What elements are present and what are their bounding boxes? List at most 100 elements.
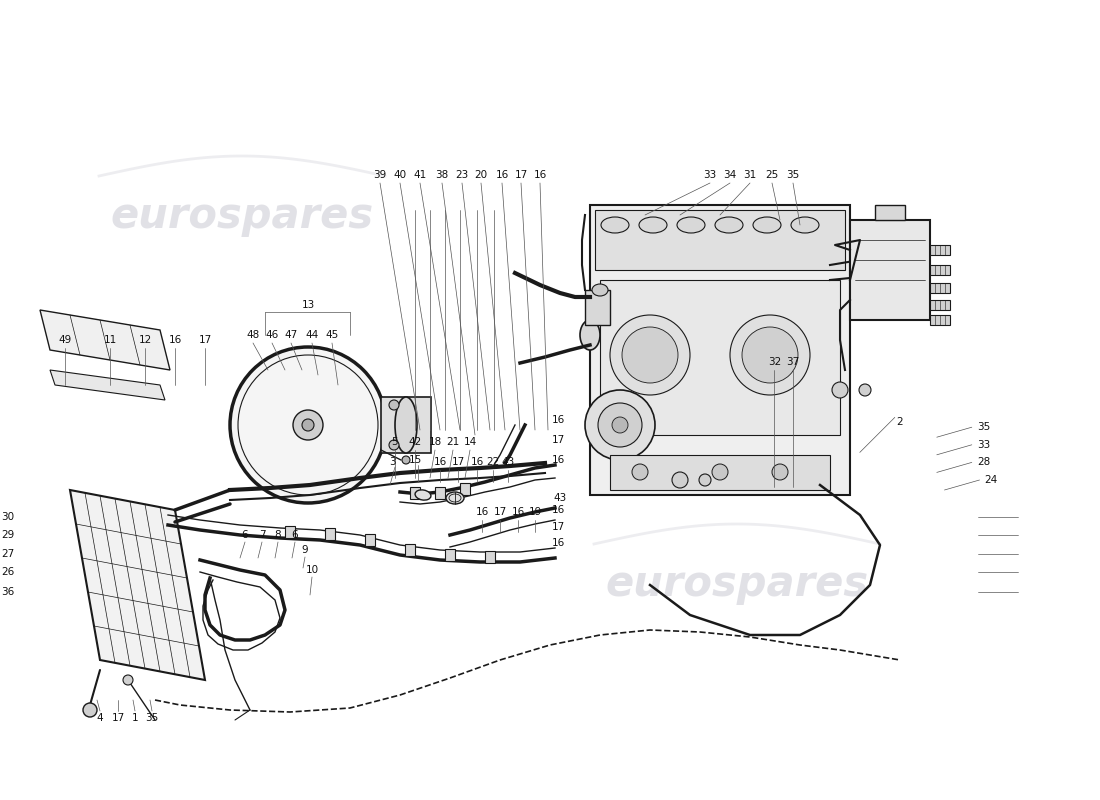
Bar <box>874 205 905 220</box>
Text: 48: 48 <box>246 330 260 340</box>
Circle shape <box>698 474 711 486</box>
Text: 16: 16 <box>475 507 488 517</box>
Circle shape <box>610 315 690 395</box>
Ellipse shape <box>592 284 608 296</box>
Text: 14: 14 <box>463 437 476 447</box>
Text: 39: 39 <box>373 170 386 180</box>
Text: 42: 42 <box>408 437 421 447</box>
Text: 35: 35 <box>145 713 158 723</box>
Bar <box>460 483 470 495</box>
Circle shape <box>859 384 871 396</box>
Text: 8: 8 <box>275 530 282 540</box>
Text: 17: 17 <box>111 713 124 723</box>
Text: 10: 10 <box>306 565 319 575</box>
Text: eurospares: eurospares <box>110 195 374 237</box>
Text: 16: 16 <box>495 170 508 180</box>
Circle shape <box>585 390 654 460</box>
Text: 23: 23 <box>455 170 469 180</box>
Bar <box>930 283 950 293</box>
Polygon shape <box>319 410 374 419</box>
Text: 45: 45 <box>326 330 339 340</box>
Polygon shape <box>294 359 302 414</box>
Text: 24: 24 <box>984 475 998 485</box>
Polygon shape <box>323 425 364 467</box>
Circle shape <box>293 410 323 440</box>
Bar <box>585 290 611 325</box>
Text: 6: 6 <box>242 530 249 540</box>
Circle shape <box>832 382 848 398</box>
Bar <box>600 280 840 435</box>
Ellipse shape <box>601 217 629 233</box>
Bar <box>434 487 446 499</box>
Ellipse shape <box>676 217 705 233</box>
Text: 40: 40 <box>394 170 407 180</box>
Circle shape <box>389 400 399 410</box>
Text: 17: 17 <box>451 457 464 467</box>
Ellipse shape <box>415 490 431 500</box>
Circle shape <box>621 327 678 383</box>
Text: 35: 35 <box>786 170 800 180</box>
Polygon shape <box>50 370 165 400</box>
Bar <box>930 315 950 325</box>
Text: 29: 29 <box>1 530 14 540</box>
Text: 16: 16 <box>471 457 484 467</box>
Circle shape <box>730 315 810 395</box>
Text: 35: 35 <box>977 422 990 432</box>
Polygon shape <box>40 310 170 370</box>
Text: 17: 17 <box>515 170 528 180</box>
Ellipse shape <box>446 492 464 504</box>
Text: eurospares: eurospares <box>605 563 869 605</box>
Text: 17: 17 <box>551 522 564 532</box>
Text: 15: 15 <box>408 455 421 465</box>
Bar <box>930 300 950 310</box>
Polygon shape <box>265 440 308 481</box>
Ellipse shape <box>639 217 667 233</box>
Bar <box>285 526 295 538</box>
Text: 12: 12 <box>139 335 152 345</box>
Text: 17: 17 <box>198 335 211 345</box>
Text: 43: 43 <box>502 457 515 467</box>
Text: 21: 21 <box>447 437 460 447</box>
Polygon shape <box>308 369 351 410</box>
Circle shape <box>632 464 648 480</box>
Bar <box>610 455 830 490</box>
Bar <box>324 528 336 540</box>
Text: 26: 26 <box>1 567 14 577</box>
Text: 16: 16 <box>551 505 564 515</box>
Text: 43: 43 <box>553 493 566 503</box>
Text: 25: 25 <box>766 170 779 180</box>
Text: 16: 16 <box>551 538 564 548</box>
Ellipse shape <box>754 217 781 233</box>
Bar <box>930 265 950 275</box>
Text: 16: 16 <box>551 415 564 425</box>
Text: 6: 6 <box>292 530 298 540</box>
Text: 28: 28 <box>977 458 990 467</box>
Bar <box>365 534 375 546</box>
Text: 7: 7 <box>258 530 265 540</box>
Bar <box>410 487 420 499</box>
Text: 22: 22 <box>486 457 499 467</box>
Text: 33: 33 <box>977 440 990 450</box>
Ellipse shape <box>715 217 742 233</box>
Circle shape <box>672 472 688 488</box>
Ellipse shape <box>791 217 820 233</box>
Circle shape <box>712 464 728 480</box>
Bar <box>590 205 850 495</box>
Text: 49: 49 <box>58 335 72 345</box>
Text: 34: 34 <box>724 170 737 180</box>
Polygon shape <box>70 490 205 680</box>
Text: 18: 18 <box>428 437 441 447</box>
Text: 4: 4 <box>97 713 103 723</box>
Text: 16: 16 <box>512 507 525 517</box>
Text: 5: 5 <box>392 437 398 447</box>
Text: 19: 19 <box>528 507 541 517</box>
Circle shape <box>612 417 628 433</box>
Text: 38: 38 <box>436 170 449 180</box>
Text: 13: 13 <box>301 300 315 310</box>
Circle shape <box>82 703 97 717</box>
Circle shape <box>742 327 797 383</box>
Text: 30: 30 <box>1 512 14 522</box>
Circle shape <box>230 347 386 503</box>
Text: 46: 46 <box>265 330 278 340</box>
Text: 17: 17 <box>551 435 564 445</box>
